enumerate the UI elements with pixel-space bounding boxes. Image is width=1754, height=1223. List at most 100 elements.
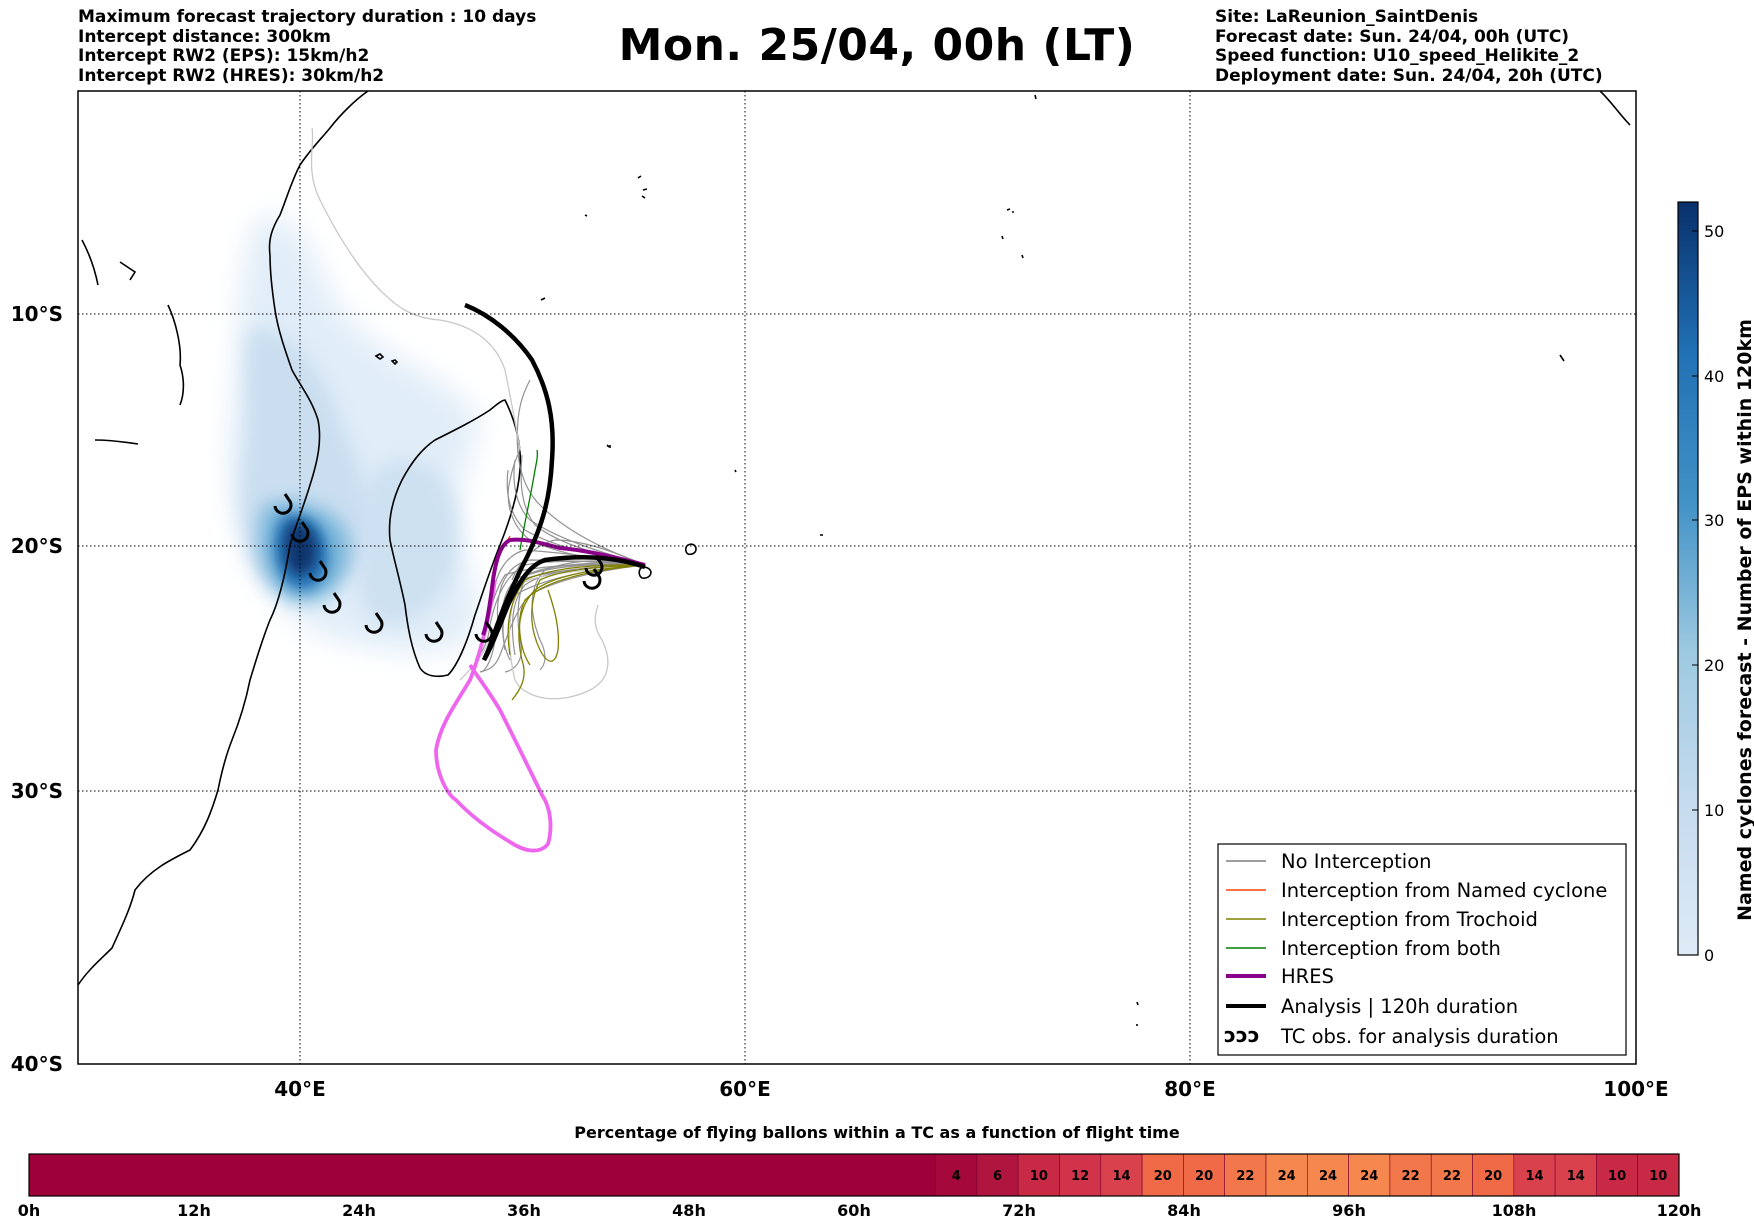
- flight-time-bar-title: Percentage of flying ballons within a TC…: [574, 1123, 1180, 1142]
- flight-time-label: 120h: [1657, 1201, 1702, 1220]
- flight-time-cell-value: 22: [1402, 1169, 1420, 1184]
- legend-label-named-cyclone: Interception from Named cyclone: [1281, 879, 1607, 902]
- legend-label-no-interception: No Interception: [1281, 850, 1432, 873]
- maldives-islands: [1001, 208, 1024, 259]
- flight-time-labels: 0h 12h 24h 36h 48h 60h 72h 84h 96h 108h 120h: [18, 1201, 1702, 1220]
- lat-label-40s: 40°S: [11, 1052, 63, 1076]
- flight-time-cell: [1389, 1153, 1432, 1197]
- tc-obs-icon: [474, 621, 494, 643]
- lat-label-30s: 30°S: [11, 779, 63, 803]
- flight-time-cell: [1430, 1153, 1473, 1197]
- flight-time-label: 60h: [837, 1201, 871, 1220]
- header-right-line-4: Deployment date: Sun. 24/04, 20h (UTC): [1215, 65, 1603, 86]
- lake-coastline-2: [81, 239, 137, 286]
- flight-time-cell-value: 14: [1112, 1169, 1130, 1184]
- header-info-left: Maximum forecast trajectory duration : 1…: [78, 7, 537, 86]
- flight-time-cell-value: 20: [1154, 1169, 1172, 1184]
- trajectories: [310, 127, 646, 853]
- flight-time-label: 84h: [1167, 1201, 1201, 1220]
- legend: No Interception Interception from Named …: [1217, 843, 1627, 1056]
- flight-time-cell-value: 14: [1525, 1169, 1543, 1184]
- flight-time-cell-value: 20: [1484, 1169, 1502, 1184]
- colorbar: 0 10 20 30 40 50 Named cyclones forecast…: [1677, 201, 1754, 965]
- coastlines: [78, 91, 1631, 1026]
- colorbar-tick-10: 10: [1704, 801, 1724, 820]
- map-frame: [77, 90, 1637, 1065]
- legend-label-trochoid: Interception from Trochoid: [1281, 908, 1538, 931]
- lon-label-40e: 40°E: [274, 1077, 326, 1101]
- flight-time-cell-value: 10: [1608, 1169, 1626, 1184]
- hres-track: [481, 537, 646, 636]
- flight-time-cell-value: 24: [1278, 1169, 1296, 1184]
- flight-time-cell-value: 10: [1030, 1169, 1048, 1184]
- flight-time-label: 108h: [1492, 1201, 1537, 1220]
- flight-time-label: 0h: [18, 1201, 41, 1220]
- flight-time-bar: Percentage of flying ballons within a TC…: [18, 1123, 1702, 1220]
- flight-time-cell: [1596, 1153, 1639, 1197]
- flight-time-cell-value: 24: [1360, 1169, 1378, 1184]
- flight-time-label: 36h: [507, 1201, 541, 1220]
- flight-time-cell-value: 22: [1236, 1169, 1254, 1184]
- chagos-islands: [1136, 1001, 1139, 1026]
- both-interception-tracks: [519, 449, 539, 551]
- colorbar-tick-30: 30: [1704, 511, 1724, 530]
- header-right-line-3: Speed function: U10_speed_Helikite_2: [1215, 46, 1580, 66]
- trochoid-interception-tracks: [507, 564, 646, 701]
- colorbar-tick-20: 20: [1704, 656, 1724, 675]
- flight-time-cell: [1017, 1153, 1060, 1197]
- header-left-line-3: Intercept RW2 (EPS): 15km/h2: [78, 46, 370, 66]
- legend-label-hres: HRES: [1281, 965, 1334, 988]
- header-right-line-1: Site: LaReunion_SaintDenis: [1215, 7, 1479, 27]
- analysis-track: [464, 302, 646, 662]
- longitude-labels: 40°E 60°E 80°E 100°E: [274, 1077, 1668, 1101]
- latitude-labels: 10°S 20°S 30°S 40°S: [11, 302, 63, 1076]
- tc-obs-icon: [308, 560, 328, 582]
- lat-label-10s: 10°S: [11, 302, 63, 326]
- flight-time-cell: [1554, 1153, 1597, 1197]
- header-left-line-1: Maximum forecast trajectory duration : 1…: [78, 7, 537, 27]
- misc-islands: [540, 214, 823, 536]
- flight-time-cell-value: 14: [1567, 1169, 1585, 1184]
- lon-label-80e: 80°E: [1164, 1077, 1216, 1101]
- legend-label-both: Interception from both: [1281, 937, 1501, 960]
- flight-time-cell: [1472, 1153, 1515, 1197]
- lake-coastline-3: [94, 439, 139, 445]
- comoros-coastline: [374, 353, 399, 366]
- flight-time-label: 24h: [342, 1201, 376, 1220]
- mauritius-coastline: [684, 543, 697, 556]
- tc-obs-icon: [584, 555, 604, 577]
- tc-obs-icon: [364, 612, 384, 634]
- header-left-line-2: Intercept distance: 300km: [78, 26, 331, 47]
- tc-obs-icon: [290, 521, 310, 543]
- seychelles-islands: [637, 175, 648, 199]
- header-right-line-2: Forecast date: Sun. 24/04, 00h (UTC): [1215, 26, 1570, 47]
- flight-time-cell-value: 6: [993, 1169, 1002, 1184]
- legend-label-tc-obs: TC obs. for analysis duration: [1280, 1025, 1559, 1048]
- flight-time-cell: [1183, 1153, 1226, 1197]
- colorbar-gradient: [1677, 201, 1699, 956]
- flight-time-cell-value: 22: [1443, 1169, 1461, 1184]
- flight-time-cell: [1637, 1153, 1680, 1197]
- header-info-right: Site: LaReunion_SaintDenis Forecast date…: [1215, 7, 1603, 86]
- header-left-line-4: Intercept RW2 (HRES): 30km/h2: [78, 65, 385, 86]
- lat-label-20s: 20°S: [11, 534, 63, 558]
- colorbar-tick-40: 40: [1704, 367, 1724, 386]
- flight-time-bar-cells: 4 6 10 12 14 20 20 22 24 24 24 22 22 20 14 14 10 10: [935, 1153, 1680, 1197]
- flight-time-bar-frame: [28, 1153, 1680, 1197]
- colorbar-ticks: 0 10 20 30 40 50: [1692, 222, 1724, 965]
- lon-label-100e: 100°E: [1603, 1077, 1668, 1101]
- flight-time-label: 72h: [1002, 1201, 1036, 1220]
- lake-coastline: [167, 304, 185, 406]
- flight-time-label: 12h: [177, 1201, 211, 1220]
- flight-time-cell-value: 4: [952, 1169, 961, 1184]
- flight-time-label: 96h: [1332, 1201, 1366, 1220]
- flight-time-cell-value: 12: [1071, 1169, 1089, 1184]
- flight-time-cell-value: 10: [1649, 1169, 1667, 1184]
- flight-time-cell-value: 24: [1319, 1169, 1337, 1184]
- legend-tc-symbol-icon: ↄↄↄ: [1224, 1023, 1260, 1047]
- legend-label-analysis: Analysis | 120h duration: [1281, 995, 1518, 1018]
- hres-extension-track: [434, 579, 553, 853]
- africa-coastline: [78, 91, 369, 986]
- tc-obs-icon: [322, 592, 342, 614]
- flight-time-cell-value: 20: [1195, 1169, 1213, 1184]
